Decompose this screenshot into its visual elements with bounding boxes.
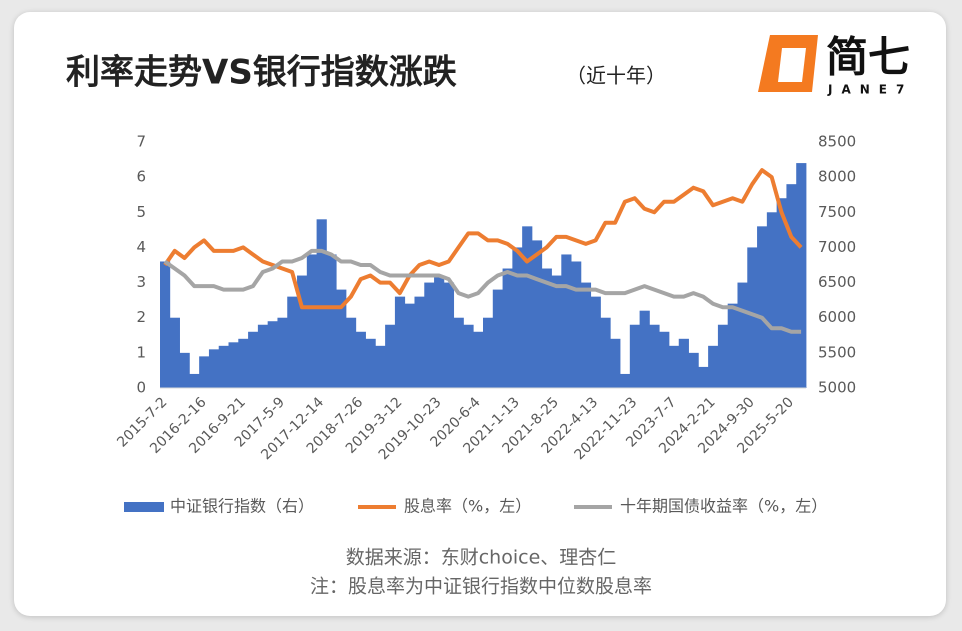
legend-label: 中证银行指数（右） bbox=[170, 497, 314, 516]
bar bbox=[297, 275, 308, 388]
chart-subtitle: （近十年） bbox=[566, 64, 666, 88]
line-series bbox=[163, 248, 802, 334]
bar bbox=[473, 331, 484, 388]
bar bbox=[424, 282, 435, 388]
note: 注：股息率为中证银行指数中位数股息率 bbox=[310, 576, 652, 598]
bar bbox=[708, 345, 719, 388]
bar bbox=[326, 254, 337, 388]
bar bbox=[492, 289, 503, 388]
bar bbox=[394, 296, 406, 388]
bar bbox=[786, 184, 797, 388]
bar bbox=[365, 338, 376, 388]
bar bbox=[355, 331, 366, 388]
bar bbox=[747, 247, 758, 388]
bar bbox=[600, 317, 611, 388]
bar bbox=[561, 254, 572, 388]
bar bbox=[649, 324, 660, 388]
bar bbox=[541, 268, 552, 388]
bar bbox=[336, 289, 347, 388]
bar bbox=[306, 254, 318, 388]
bar bbox=[796, 163, 807, 388]
bar bbox=[238, 338, 249, 388]
bar bbox=[453, 317, 464, 388]
bar bbox=[375, 345, 386, 388]
y-tick-label: 1 bbox=[136, 343, 146, 361]
line-series bbox=[163, 168, 803, 310]
bar bbox=[668, 345, 680, 388]
bar bbox=[277, 317, 288, 388]
bar bbox=[639, 310, 650, 388]
y-tick-label: 2 bbox=[136, 308, 146, 326]
y-tick-label: 5 bbox=[136, 203, 146, 221]
bar bbox=[766, 212, 778, 388]
y2-tick-label: 6500 bbox=[818, 273, 856, 291]
bar bbox=[688, 352, 699, 388]
bar bbox=[571, 261, 582, 388]
y2-tick-label: 8000 bbox=[818, 168, 856, 186]
bar bbox=[502, 268, 513, 388]
bar bbox=[483, 317, 494, 388]
y2-tick-label: 8500 bbox=[818, 133, 856, 151]
y-tick-label: 6 bbox=[136, 168, 146, 186]
bar bbox=[678, 338, 689, 388]
logo-text: 简七 bbox=[826, 33, 910, 82]
bar bbox=[551, 275, 562, 388]
legend-label: 十年期国债收益率（%，左） bbox=[620, 497, 827, 516]
bar bbox=[189, 373, 200, 388]
y-tick-label: 4 bbox=[136, 238, 146, 256]
bar bbox=[345, 317, 357, 388]
bar bbox=[414, 296, 425, 388]
bar bbox=[316, 219, 327, 388]
y2-tick-label: 7500 bbox=[818, 203, 856, 221]
bar bbox=[199, 356, 210, 388]
bar bbox=[512, 247, 523, 388]
legend-swatch bbox=[124, 502, 164, 512]
source: 数据来源：东财choice、理杏仁 bbox=[346, 547, 617, 569]
bar bbox=[434, 275, 445, 388]
bar bbox=[776, 198, 787, 388]
bar bbox=[737, 282, 748, 388]
bar bbox=[179, 352, 190, 388]
y2-tick-label: 6000 bbox=[818, 308, 856, 326]
logo-mark-inner bbox=[778, 48, 806, 82]
bar bbox=[169, 317, 180, 388]
bar bbox=[248, 331, 259, 388]
bar bbox=[463, 324, 474, 388]
bar bbox=[228, 342, 239, 388]
y2-tick-label: 5500 bbox=[818, 343, 856, 361]
bar bbox=[610, 338, 621, 388]
bar bbox=[659, 331, 670, 388]
legend-label: 股息率（%，左） bbox=[404, 497, 531, 516]
y2-tick-label: 5000 bbox=[818, 379, 856, 397]
bar bbox=[580, 282, 592, 388]
bar bbox=[218, 345, 229, 388]
bar bbox=[757, 226, 768, 388]
bar bbox=[531, 240, 543, 388]
chart-title: 利率走势VS银行指数涨跌 bbox=[66, 53, 457, 93]
bar bbox=[208, 349, 220, 388]
bar bbox=[443, 282, 455, 388]
bar bbox=[385, 324, 396, 388]
bar bbox=[717, 324, 729, 388]
bar bbox=[160, 261, 171, 388]
bar bbox=[404, 303, 415, 388]
bar bbox=[698, 366, 709, 388]
logo-subtext: JANE7 bbox=[827, 83, 913, 97]
bar bbox=[267, 321, 278, 388]
y-tick-label: 0 bbox=[136, 379, 146, 397]
bar bbox=[629, 324, 641, 388]
bar bbox=[727, 303, 738, 388]
bar bbox=[620, 373, 631, 388]
bar bbox=[257, 324, 269, 388]
y2-tick-label: 7000 bbox=[818, 238, 856, 256]
bar bbox=[287, 296, 298, 388]
y-tick-label: 7 bbox=[136, 133, 146, 151]
y-tick-label: 3 bbox=[136, 273, 146, 291]
bar bbox=[590, 296, 601, 388]
bar bbox=[522, 226, 533, 388]
